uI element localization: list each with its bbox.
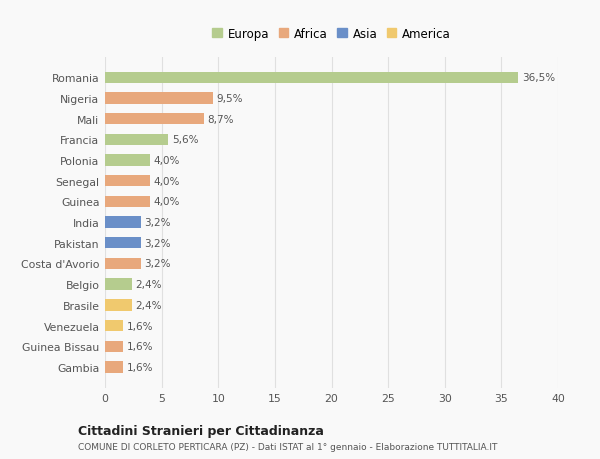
Text: COMUNE DI CORLETO PERTICARA (PZ) - Dati ISTAT al 1° gennaio - Elaborazione TUTTI: COMUNE DI CORLETO PERTICARA (PZ) - Dati …: [78, 442, 497, 451]
Bar: [105, 73, 518, 84]
Text: 3,2%: 3,2%: [145, 259, 171, 269]
Text: 2,4%: 2,4%: [136, 280, 162, 290]
Bar: [105, 196, 151, 207]
Text: 4,0%: 4,0%: [154, 197, 180, 207]
Text: 36,5%: 36,5%: [522, 73, 555, 83]
Text: 3,2%: 3,2%: [145, 238, 171, 248]
Text: Cittadini Stranieri per Cittadinanza: Cittadini Stranieri per Cittadinanza: [78, 424, 324, 437]
Text: 4,0%: 4,0%: [154, 156, 180, 166]
Text: 4,0%: 4,0%: [154, 176, 180, 186]
Text: 3,2%: 3,2%: [145, 218, 171, 228]
Text: 8,7%: 8,7%: [207, 114, 233, 124]
Text: 1,6%: 1,6%: [127, 321, 153, 331]
Bar: [105, 341, 123, 352]
Bar: [105, 362, 123, 373]
Bar: [105, 176, 151, 187]
Text: 1,6%: 1,6%: [127, 362, 153, 372]
Bar: [105, 238, 141, 249]
Legend: Europa, Africa, Asia, America: Europa, Africa, Asia, America: [210, 25, 453, 43]
Bar: [105, 320, 123, 331]
Bar: [105, 93, 212, 104]
Bar: [105, 258, 141, 269]
Bar: [105, 300, 132, 311]
Text: 5,6%: 5,6%: [172, 135, 199, 145]
Bar: [105, 279, 132, 290]
Text: 2,4%: 2,4%: [136, 300, 162, 310]
Text: 1,6%: 1,6%: [127, 341, 153, 352]
Text: 9,5%: 9,5%: [216, 94, 242, 104]
Bar: [105, 134, 169, 146]
Bar: [105, 217, 141, 228]
Bar: [105, 114, 203, 125]
Bar: [105, 155, 151, 166]
